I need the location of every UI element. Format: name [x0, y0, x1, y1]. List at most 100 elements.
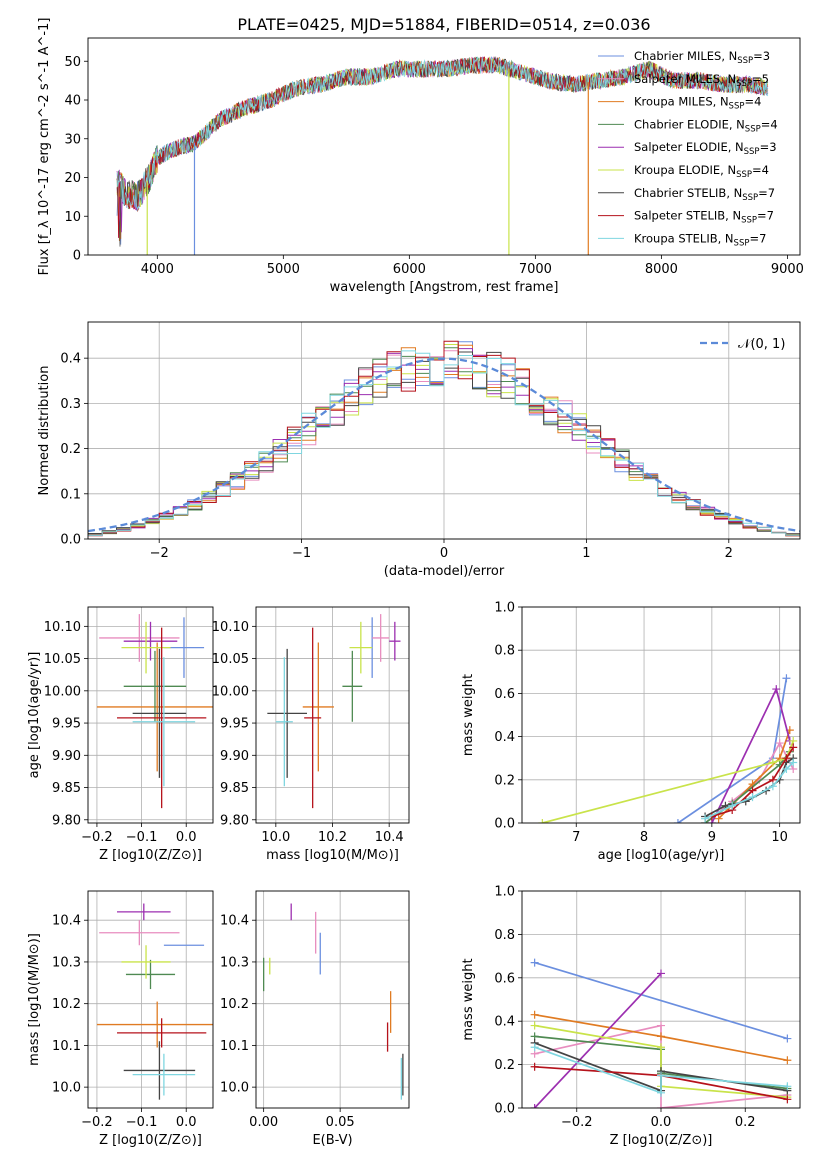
legend-sub: SSP — [745, 124, 761, 134]
data-marker — [657, 1043, 665, 1052]
x-tick-label: 2 — [725, 546, 733, 561]
y-tick-label: 30 — [64, 132, 81, 147]
x-axis-label: mass [log10(M/M⊙)] — [266, 848, 399, 863]
x-axis-label: E(B-V) — [312, 1133, 352, 1148]
x-tick-label: 1 — [582, 546, 590, 561]
x-axis-label: Z [log10(Z/Z⊙)] — [99, 848, 202, 863]
y-tick-label: 10.10 — [44, 620, 81, 635]
data-marker — [768, 758, 777, 767]
y-tick-label: 10.2 — [52, 997, 81, 1012]
plot-frame — [521, 606, 801, 824]
data-marker — [701, 814, 710, 823]
y-tick-label: 10.00 — [44, 684, 81, 699]
legend-sub: SSP — [729, 102, 745, 112]
y-tick-label: 1.0 — [494, 885, 515, 900]
data-marker — [789, 758, 798, 767]
data-marker — [657, 1088, 665, 1097]
y-tick-label: 0.4 — [494, 1015, 515, 1030]
mass-weight-line — [704, 761, 794, 820]
legend-entry: Chabrier STELIB, NSSP=7 — [634, 186, 775, 203]
legend-text: Kroupa MILES, N — [634, 95, 729, 109]
y-tick-label: 10 — [64, 210, 81, 225]
y-tick-label: 0.8 — [494, 644, 515, 659]
x-tick-label: 0.0 — [176, 830, 197, 845]
figure-title: PLATE=0425, MJD=51884, FIBERID=0514, z=0… — [237, 15, 650, 34]
data-marker — [783, 1095, 792, 1104]
legend-tail: =4 — [761, 117, 778, 131]
panel-residuals: −2 −1 0 1 2 0.0 0.1 0.2 0.3 0.4 (data-model)/error… — [37, 321, 801, 579]
data-marker — [782, 754, 791, 763]
x-axis-label: (data-model)/error — [384, 564, 505, 579]
y-tick-label: 0 — [73, 249, 81, 264]
legend-tail: =7 — [757, 209, 774, 223]
panel-mass_vs_EBV: 0.00 0.05 10.0 10.1 10.2 10.3 10.4 E(B-V) — [220, 890, 410, 1148]
x-tick-label: 6000 — [393, 262, 426, 277]
data-marker — [657, 1071, 665, 1080]
legend-text: Chabrier STELIB, N — [634, 186, 742, 200]
y-tick-label: 0.3 — [60, 397, 81, 412]
x-tick-label: 8000 — [645, 262, 678, 277]
legend-text: Kroupa STELIB, N — [634, 231, 734, 245]
panel-mass_weight_vs_Z: −0.2 0.0 0.2 0.0 0.2 0.4 0.6 0.8 1.0 Z [log10(Z/Z… — [461, 885, 801, 1148]
y-tick-label: 9.90 — [52, 749, 81, 764]
y-tick-label: 9.85 — [52, 781, 81, 796]
x-tick-label: 0 — [440, 546, 448, 561]
y-axis-label: mass weight — [461, 674, 476, 756]
y-tick-label: 10.4 — [220, 914, 249, 929]
x-tick-label: 10.4 — [375, 830, 404, 845]
data-marker — [530, 1104, 539, 1108]
legend-sub: SSP — [741, 216, 757, 226]
y-tick-label: 0.8 — [494, 928, 515, 943]
legend-sub: SSP — [734, 238, 750, 248]
x-tick-label: 9 — [708, 830, 716, 845]
y-tick-label: 0.0 — [60, 533, 81, 548]
legend-tail: =4 — [752, 163, 769, 177]
data-marker — [783, 1056, 792, 1065]
legend-tail: =7 — [758, 186, 775, 200]
plot-frame — [255, 606, 410, 824]
chart-layer: 4000 5000 6000 7000 8000 900001020304050wavel… — [27, 18, 804, 1148]
legend-text: Salpeter STELIB, N — [634, 209, 741, 223]
legend-entry: Salpeter MILES, NSSP=5 — [634, 72, 769, 89]
x-tick-label: −1 — [292, 546, 311, 561]
x-axis-label: age [log10(age/yr)] — [598, 848, 725, 863]
data-marker — [772, 685, 781, 694]
y-tick-label: 9.95 — [220, 717, 249, 732]
legend-entry: Chabrier MILES, NSSP=3 — [634, 49, 770, 66]
x-tick-label: 0.05 — [326, 1115, 355, 1130]
y-tick-label: 10.3 — [52, 955, 81, 970]
legend-entry: 𝒩(0, 1) — [738, 337, 785, 352]
x-tick-label: −0.2 — [81, 1115, 113, 1130]
y-tick-label: 10.10 — [212, 620, 249, 635]
data-marker — [714, 814, 723, 823]
x-tick-label: 0.2 — [735, 1115, 756, 1130]
data-marker — [530, 1062, 539, 1071]
data-marker — [530, 958, 539, 967]
x-tick-label: 4000 — [141, 262, 174, 277]
y-tick-label: 1.0 — [494, 601, 515, 616]
data-marker — [782, 765, 791, 773]
x-tick-label: 7 — [572, 830, 580, 845]
panel-spectrum: 4000 5000 6000 7000 8000 9000 0 10 20 30 40 50 wavel… — [37, 18, 804, 295]
y-tick-label: 10.00 — [212, 684, 249, 699]
x-tick-label: −0.2 — [81, 830, 113, 845]
legend-tail: =3 — [760, 140, 777, 154]
data-marker — [783, 1034, 792, 1043]
data-marker — [728, 801, 737, 810]
plot-frame — [87, 321, 801, 540]
y-axis-label: age [log10(age/yr)] — [27, 652, 42, 779]
data-marker — [783, 1082, 792, 1091]
legend-entry: Salpeter STELIB, NSSP=7 — [634, 209, 774, 226]
legend-entry: Chabrier ELODIE, NSSP=4 — [634, 117, 778, 134]
y-tick-label: 9.95 — [52, 717, 81, 732]
y-tick-label: 0.0 — [494, 1102, 515, 1117]
y-axis-label: mass [log10(M/M⊙)] — [27, 933, 42, 1066]
x-tick-label: 10.0 — [261, 830, 290, 845]
y-tick-label: 0.6 — [494, 687, 515, 702]
data-marker — [538, 819, 547, 823]
plot-frame — [521, 890, 801, 1109]
panel-mass_vs_Z: −0.2 −0.1 0.0 10.0 10.1 10.2 10.3 10.4 Z [log10(… — [27, 890, 214, 1148]
x-tick-label: −2 — [150, 546, 169, 561]
y-tick-label: 9.90 — [220, 749, 249, 764]
